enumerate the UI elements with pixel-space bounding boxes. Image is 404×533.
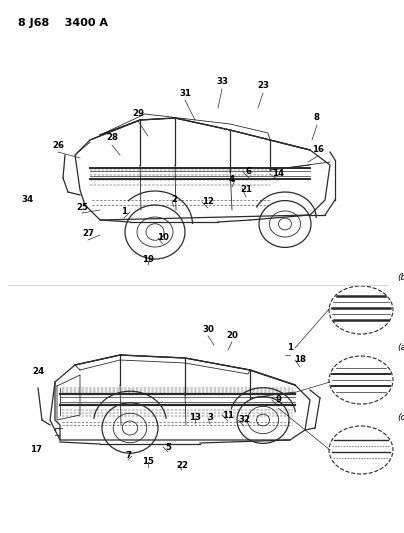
Text: 22: 22 — [176, 461, 188, 470]
Text: 24: 24 — [32, 367, 44, 376]
Text: 28: 28 — [106, 133, 118, 142]
Text: 7: 7 — [125, 450, 131, 459]
Text: 23: 23 — [257, 82, 269, 91]
Text: 14: 14 — [272, 168, 284, 177]
Text: 32: 32 — [238, 416, 250, 424]
Text: 16: 16 — [312, 144, 324, 154]
Text: (c): (c) — [397, 413, 404, 422]
Text: 19: 19 — [142, 254, 154, 263]
Text: 6: 6 — [246, 167, 252, 176]
Text: 8 J68    3400 A: 8 J68 3400 A — [18, 18, 108, 28]
Text: (b): (b) — [397, 273, 404, 282]
Text: 3: 3 — [207, 414, 213, 423]
Text: 10: 10 — [157, 233, 169, 243]
Text: 1: 1 — [121, 207, 127, 216]
Text: 11: 11 — [222, 410, 234, 419]
Text: 4: 4 — [229, 175, 235, 184]
Text: 8: 8 — [314, 114, 320, 123]
Text: 20: 20 — [226, 332, 238, 341]
Text: 18: 18 — [294, 356, 306, 365]
Text: 33: 33 — [216, 77, 228, 86]
Text: 26: 26 — [52, 141, 64, 149]
Text: 15: 15 — [142, 457, 154, 466]
Text: 30: 30 — [202, 325, 214, 334]
Text: 27: 27 — [82, 230, 94, 238]
Text: 12: 12 — [202, 198, 214, 206]
Text: 17: 17 — [30, 446, 42, 455]
Text: 13: 13 — [189, 414, 201, 423]
Text: 29: 29 — [132, 109, 144, 118]
Text: 25: 25 — [76, 203, 88, 212]
Text: (a): (a) — [397, 343, 404, 352]
Text: 2: 2 — [171, 196, 177, 205]
Text: 1: 1 — [287, 343, 293, 352]
Text: 31: 31 — [179, 88, 191, 98]
Text: 5: 5 — [165, 442, 171, 451]
Text: 9: 9 — [275, 395, 281, 405]
Text: 34: 34 — [22, 196, 34, 205]
Text: 21: 21 — [240, 185, 252, 195]
